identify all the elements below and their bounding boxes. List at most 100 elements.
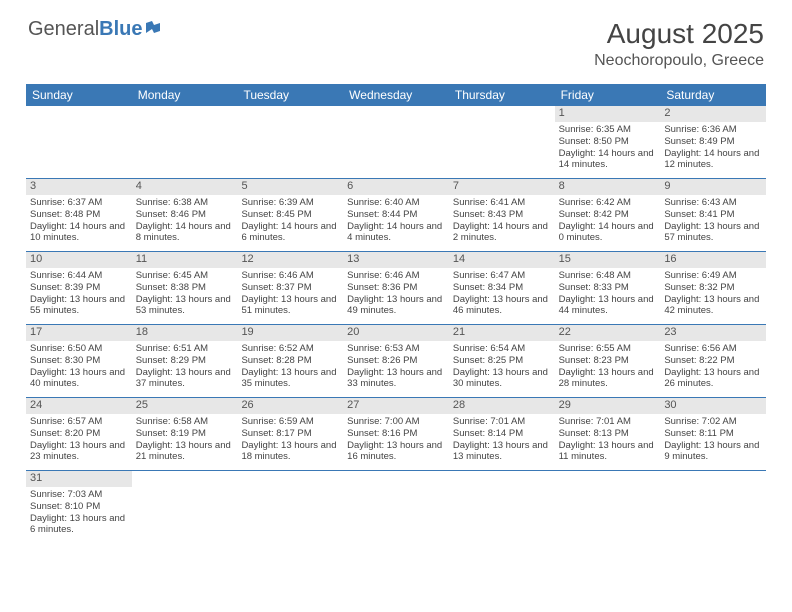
day-cell: 16Sunrise: 6:49 AMSunset: 8:32 PMDayligh… xyxy=(660,252,766,324)
sunrise-text: Sunrise: 6:54 AM xyxy=(453,343,551,355)
daylight-text: Daylight: 14 hours and 2 minutes. xyxy=(453,221,551,245)
sunset-text: Sunset: 8:30 PM xyxy=(30,355,128,367)
day-number: 3 xyxy=(26,179,132,195)
page-header: GeneralBlue August 2025 Neochoropoulo, G… xyxy=(0,0,792,78)
day-header-wed: Wednesday xyxy=(343,84,449,106)
sunset-text: Sunset: 8:38 PM xyxy=(136,282,234,294)
week-row: 24Sunrise: 6:57 AMSunset: 8:20 PMDayligh… xyxy=(26,398,766,471)
day-cell: 2Sunrise: 6:36 AMSunset: 8:49 PMDaylight… xyxy=(660,106,766,178)
sunrise-text: Sunrise: 6:49 AM xyxy=(664,270,762,282)
daylight-text: Daylight: 14 hours and 8 minutes. xyxy=(136,221,234,245)
sunrise-text: Sunrise: 7:00 AM xyxy=(347,416,445,428)
daylight-text: Daylight: 13 hours and 16 minutes. xyxy=(347,440,445,464)
sunset-text: Sunset: 8:41 PM xyxy=(664,209,762,221)
sunrise-text: Sunrise: 6:53 AM xyxy=(347,343,445,355)
day-number: 23 xyxy=(660,325,766,341)
day-number: 16 xyxy=(660,252,766,268)
day-number: 19 xyxy=(237,325,343,341)
day-number: 22 xyxy=(555,325,661,341)
day-number: 20 xyxy=(343,325,449,341)
day-cell: 6Sunrise: 6:40 AMSunset: 8:44 PMDaylight… xyxy=(343,179,449,251)
daylight-text: Daylight: 13 hours and 37 minutes. xyxy=(136,367,234,391)
day-number: 15 xyxy=(555,252,661,268)
daylight-text: Daylight: 13 hours and 13 minutes. xyxy=(453,440,551,464)
sunset-text: Sunset: 8:16 PM xyxy=(347,428,445,440)
day-number: 13 xyxy=(343,252,449,268)
week-row: 10Sunrise: 6:44 AMSunset: 8:39 PMDayligh… xyxy=(26,252,766,325)
daylight-text: Daylight: 13 hours and 46 minutes. xyxy=(453,294,551,318)
daylight-text: Daylight: 13 hours and 51 minutes. xyxy=(241,294,339,318)
day-cell: 30Sunrise: 7:02 AMSunset: 8:11 PMDayligh… xyxy=(660,398,766,470)
day-cell: 9Sunrise: 6:43 AMSunset: 8:41 PMDaylight… xyxy=(660,179,766,251)
daylight-text: Daylight: 13 hours and 11 minutes. xyxy=(559,440,657,464)
weeks-container: 1Sunrise: 6:35 AMSunset: 8:50 PMDaylight… xyxy=(26,106,766,543)
daylight-text: Daylight: 14 hours and 10 minutes. xyxy=(30,221,128,245)
day-header-thu: Thursday xyxy=(449,84,555,106)
day-number: 5 xyxy=(237,179,343,195)
sunrise-text: Sunrise: 6:51 AM xyxy=(136,343,234,355)
sunset-text: Sunset: 8:26 PM xyxy=(347,355,445,367)
daylight-text: Daylight: 13 hours and 26 minutes. xyxy=(664,367,762,391)
sunrise-text: Sunrise: 6:47 AM xyxy=(453,270,551,282)
day-header-mon: Monday xyxy=(132,84,238,106)
sunset-text: Sunset: 8:33 PM xyxy=(559,282,657,294)
logo: GeneralBlue xyxy=(28,18,168,41)
day-cell xyxy=(449,471,555,543)
day-number: 6 xyxy=(343,179,449,195)
week-row: 1Sunrise: 6:35 AMSunset: 8:50 PMDaylight… xyxy=(26,106,766,179)
daylight-text: Daylight: 14 hours and 4 minutes. xyxy=(347,221,445,245)
day-cell: 20Sunrise: 6:53 AMSunset: 8:26 PMDayligh… xyxy=(343,325,449,397)
sunrise-text: Sunrise: 6:44 AM xyxy=(30,270,128,282)
day-number: 2 xyxy=(660,106,766,122)
daylight-text: Daylight: 13 hours and 44 minutes. xyxy=(559,294,657,318)
day-number: 10 xyxy=(26,252,132,268)
sunrise-text: Sunrise: 6:38 AM xyxy=(136,197,234,209)
day-header-fri: Friday xyxy=(555,84,661,106)
daylight-text: Daylight: 13 hours and 23 minutes. xyxy=(30,440,128,464)
sunrise-text: Sunrise: 6:58 AM xyxy=(136,416,234,428)
daylight-text: Daylight: 13 hours and 35 minutes. xyxy=(241,367,339,391)
daylight-text: Daylight: 14 hours and 14 minutes. xyxy=(559,148,657,172)
day-cell: 14Sunrise: 6:47 AMSunset: 8:34 PMDayligh… xyxy=(449,252,555,324)
sunset-text: Sunset: 8:46 PM xyxy=(136,209,234,221)
daylight-text: Daylight: 13 hours and 28 minutes. xyxy=(559,367,657,391)
sunset-text: Sunset: 8:48 PM xyxy=(30,209,128,221)
sunrise-text: Sunrise: 6:42 AM xyxy=(559,197,657,209)
day-cell: 31Sunrise: 7:03 AMSunset: 8:10 PMDayligh… xyxy=(26,471,132,543)
daylight-text: Daylight: 13 hours and 30 minutes. xyxy=(453,367,551,391)
day-cell: 17Sunrise: 6:50 AMSunset: 8:30 PMDayligh… xyxy=(26,325,132,397)
sunrise-text: Sunrise: 6:41 AM xyxy=(453,197,551,209)
day-cell xyxy=(555,471,661,543)
flag-icon xyxy=(146,18,168,41)
day-number: 26 xyxy=(237,398,343,414)
location-text: Neochoropoulo, Greece xyxy=(594,52,764,70)
day-header-tue: Tuesday xyxy=(237,84,343,106)
day-number: 28 xyxy=(449,398,555,414)
sunset-text: Sunset: 8:34 PM xyxy=(453,282,551,294)
day-cell: 23Sunrise: 6:56 AMSunset: 8:22 PMDayligh… xyxy=(660,325,766,397)
daylight-text: Daylight: 13 hours and 49 minutes. xyxy=(347,294,445,318)
sunrise-text: Sunrise: 6:48 AM xyxy=(559,270,657,282)
day-cell xyxy=(132,106,238,178)
sunrise-text: Sunrise: 6:46 AM xyxy=(347,270,445,282)
day-cell: 8Sunrise: 6:42 AMSunset: 8:42 PMDaylight… xyxy=(555,179,661,251)
sunset-text: Sunset: 8:17 PM xyxy=(241,428,339,440)
logo-text-blue: Blue xyxy=(99,18,142,41)
week-row: 31Sunrise: 7:03 AMSunset: 8:10 PMDayligh… xyxy=(26,471,766,543)
day-cell xyxy=(449,106,555,178)
day-number: 4 xyxy=(132,179,238,195)
day-cell: 10Sunrise: 6:44 AMSunset: 8:39 PMDayligh… xyxy=(26,252,132,324)
day-number: 29 xyxy=(555,398,661,414)
day-cell: 4 Sunrise: 6:38 AMSunset: 8:46 PMDaylight… xyxy=(132,179,238,251)
day-cell xyxy=(237,471,343,543)
day-number: 21 xyxy=(449,325,555,341)
sunrise-text: Sunrise: 7:01 AM xyxy=(559,416,657,428)
day-header-row: Sunday Monday Tuesday Wednesday Thursday… xyxy=(26,84,766,106)
day-cell: 24Sunrise: 6:57 AMSunset: 8:20 PMDayligh… xyxy=(26,398,132,470)
daylight-text: Daylight: 13 hours and 9 minutes. xyxy=(664,440,762,464)
day-cell xyxy=(343,471,449,543)
day-cell: 26Sunrise: 6:59 AMSunset: 8:17 PMDayligh… xyxy=(237,398,343,470)
day-number: 1 xyxy=(555,106,661,122)
day-number: 8 xyxy=(555,179,661,195)
sunrise-text: Sunrise: 6:35 AM xyxy=(559,124,657,136)
